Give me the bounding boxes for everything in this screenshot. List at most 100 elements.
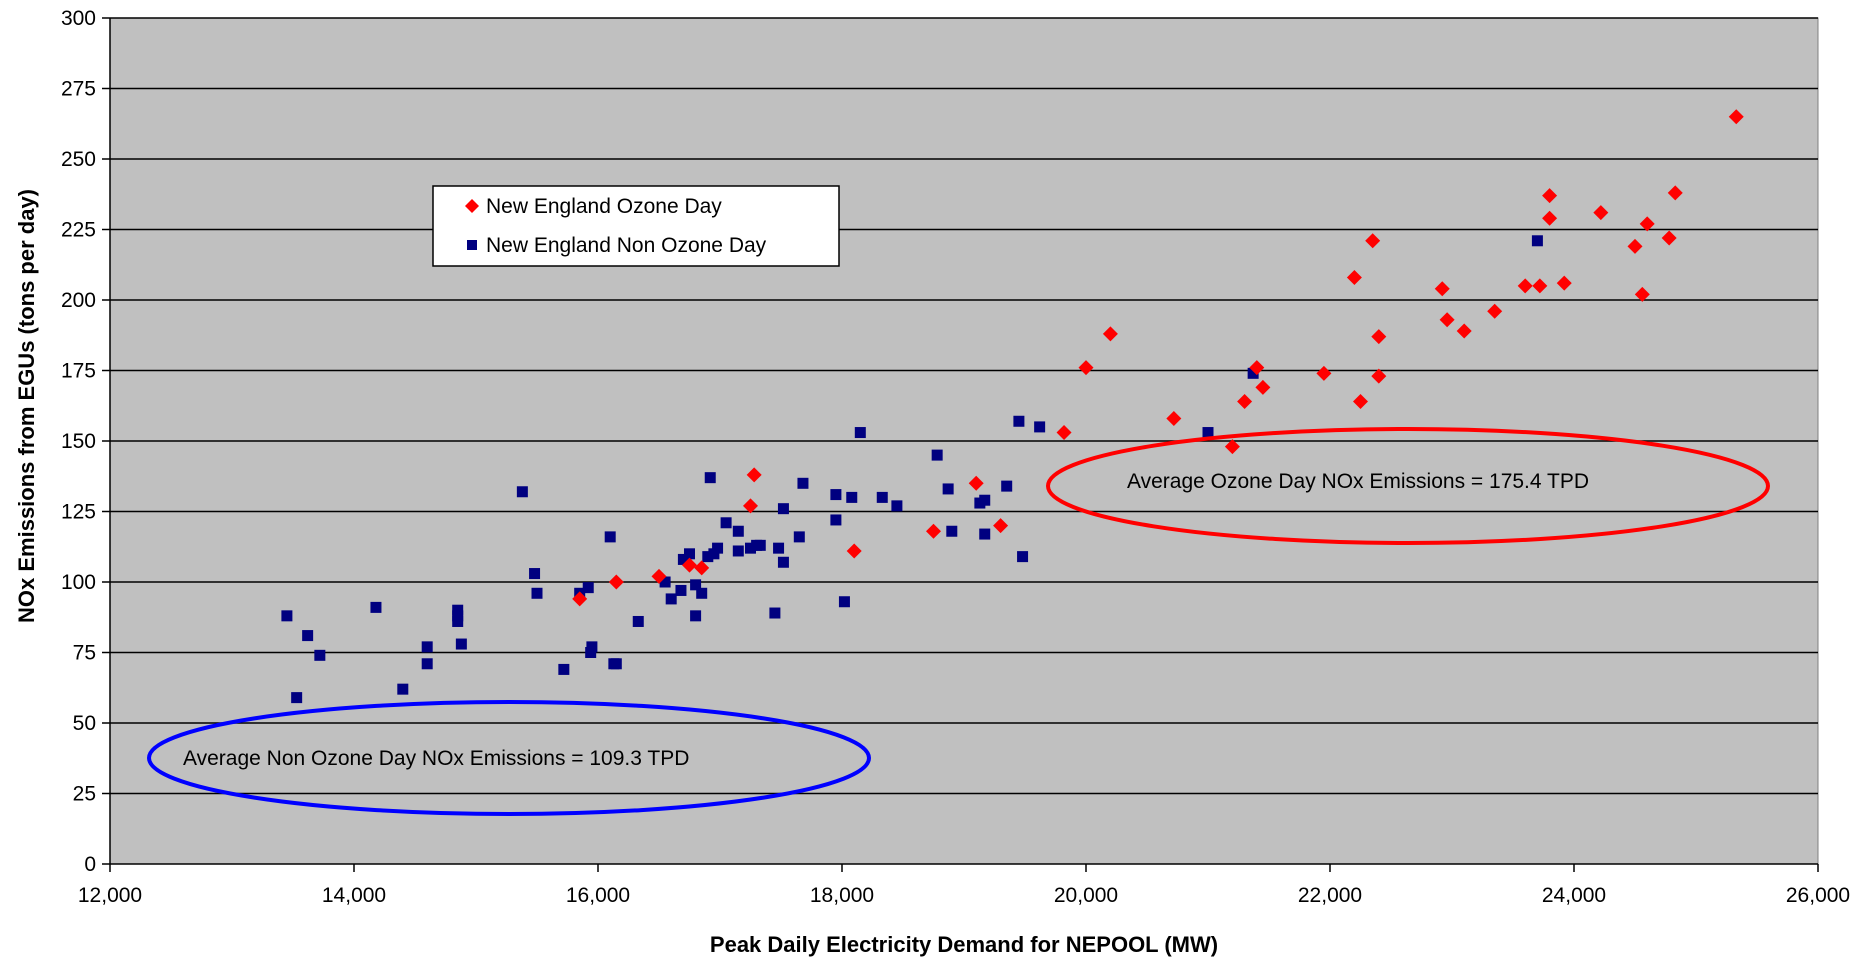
y-tick-label: 0: [84, 853, 96, 876]
ozone-day-point: [1661, 230, 1677, 246]
non-ozone-day-point: [665, 593, 677, 605]
non-ozone-day-point: [830, 489, 842, 501]
non-ozone-day-point: [516, 486, 528, 498]
non-ozone-day-point: [891, 500, 903, 512]
ozone-day-point: [1237, 394, 1253, 410]
non-ozone-day-point: [1202, 427, 1214, 439]
ozone-day-point: [1353, 394, 1368, 410]
non-ozone-day-point: [720, 517, 732, 529]
ozone-day-point: [1166, 410, 1182, 426]
non-ozone-day-point: [452, 610, 464, 622]
ozone-day-point: [1639, 216, 1655, 232]
non-ozone-day-point: [769, 607, 781, 619]
y-tick-label: 75: [73, 642, 96, 665]
non-ozone-day-point: [421, 641, 433, 653]
y-tick-label: 300: [61, 7, 96, 30]
ozone-day-point: [926, 523, 941, 539]
axes: [102, 17, 1819, 872]
ozone-day-point: [846, 543, 862, 559]
y-tick-label: 100: [61, 571, 96, 594]
non-ozone-day-point: [684, 548, 695, 560]
non-ozone-day-point: [281, 610, 293, 622]
ozone-day-point: [1542, 210, 1558, 226]
non-ozone-day-point: [632, 615, 644, 627]
y-tick-label: 175: [61, 360, 96, 383]
non-ozone-day-point: [1034, 421, 1046, 433]
non-ozone-day-point: [838, 596, 850, 608]
legend-box: [432, 185, 840, 267]
ozone-day-point: [1627, 238, 1643, 254]
x-tick-labels: 12,000 14,000 16,000 18,000 20,000 22,000 24,0…: [78, 884, 1850, 907]
ozone-day-point: [1634, 286, 1650, 302]
non-ozone-day-point: [777, 556, 789, 568]
non-ozone-day-point: [946, 525, 958, 537]
x-tick-label: 24,000: [1542, 884, 1606, 907]
x-axis-title: Peak Daily Electricity Demand for NEPOOL…: [710, 932, 1218, 957]
y-tick-label: 50: [73, 712, 96, 735]
y-tick-label: 250: [61, 148, 96, 171]
ozone-day-point: [1224, 439, 1240, 455]
non-ozone-day-point: [979, 494, 991, 506]
ozone-day-point: [1102, 326, 1118, 342]
non-ozone-day-point: [773, 542, 785, 554]
ozone-day-point: [1593, 205, 1609, 221]
ozone-day-point: [1517, 278, 1533, 294]
ozone-day-point: [743, 498, 758, 514]
y-tick-label: 225: [61, 219, 96, 242]
non-ozone-day-point: [455, 638, 467, 650]
ozone-day-point: [1728, 109, 1744, 125]
non-ozone-average-ellipse: [147, 700, 871, 816]
non-ozone-day-point: [604, 531, 616, 543]
ozone-day-point: [1056, 425, 1072, 441]
non-ozone-day-point: [712, 542, 724, 554]
non-ozone-day-point: [830, 514, 842, 526]
non-ozone-day-point: [675, 584, 687, 596]
ozone-day-point: [1556, 275, 1572, 291]
legend-ozone-label: New England Ozone Day: [486, 195, 722, 218]
x-tick-label: 18,000: [810, 884, 874, 907]
y-tick-label: 150: [61, 430, 96, 453]
non-ozone-day-point: [1247, 367, 1259, 379]
non-ozone-day-point: [876, 491, 888, 503]
x-tick-label: 16,000: [566, 884, 630, 907]
non-ozone-day-point: [793, 531, 805, 543]
y-axis-title: NOx Emissions from EGUs (tons per day): [14, 189, 39, 623]
ozone-day-point: [1346, 269, 1362, 285]
ozone-day-point: [993, 518, 1009, 534]
non-ozone-day-point: [854, 427, 866, 439]
ozone-day-point: [651, 568, 667, 584]
ozone-day-point: [1365, 233, 1381, 249]
non-ozone-day-point: [529, 568, 541, 580]
ozone-day-point: [1249, 360, 1265, 376]
non-ozone-day-point: [931, 449, 943, 461]
non-ozone-day-point: [302, 630, 314, 642]
non-ozone-day-point: [702, 551, 714, 563]
ozone-day-point: [1439, 312, 1455, 328]
non-ozone-day-point: [754, 539, 766, 551]
non-ozone-day-point: [585, 647, 597, 658]
non-ozone-day-point: [942, 483, 954, 495]
ozone-day-point: [1255, 379, 1271, 395]
non-ozone-day-point: [558, 663, 570, 675]
ozone-day-point: [694, 560, 710, 576]
legend-non-ozone-label: New England Non Ozone Day: [486, 234, 767, 257]
ozone-average-ellipse: [1046, 427, 1770, 545]
non-ozone-day-point: [1001, 480, 1013, 492]
non-ozone-day-point: [314, 649, 326, 661]
ozone-day-point: [1078, 360, 1094, 376]
y-tick-labels: 0 25 50 75 100 125 150 175 200 225 250 275 300: [61, 7, 96, 876]
non-ozone-day-point: [797, 477, 809, 489]
non-ozone-day-point: [732, 525, 744, 537]
data-points: [281, 109, 1744, 704]
non-ozone-day-point: [610, 658, 622, 670]
non-ozone-day-point: [1013, 415, 1025, 427]
ozone-day-point: [746, 467, 762, 483]
non-ozone-day-point: [531, 587, 543, 599]
ozone-day-point: [1316, 365, 1332, 381]
non-ozone-day-point: [677, 553, 689, 565]
ozone-average-annotation: Average Ozone Day NOx Emissions = 175.4 …: [1046, 427, 1770, 545]
non-ozone-day-point: [452, 604, 464, 616]
ozone-average-text: Average Ozone Day NOx Emissions = 175.4 …: [1127, 470, 1589, 493]
ozone-day-point: [1456, 323, 1472, 339]
